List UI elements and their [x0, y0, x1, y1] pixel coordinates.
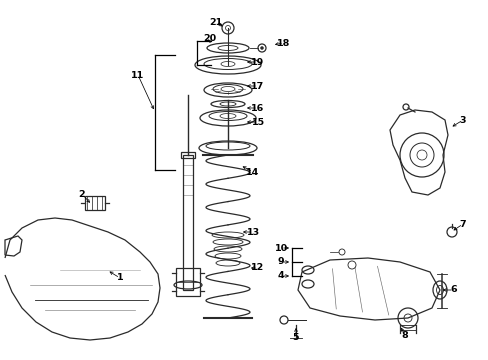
Text: 12: 12	[251, 264, 264, 273]
Text: 19: 19	[251, 58, 264, 67]
Text: 21: 21	[209, 18, 222, 27]
Text: 16: 16	[251, 104, 264, 113]
Text: 2: 2	[79, 189, 85, 198]
Text: 6: 6	[450, 285, 456, 294]
Text: 18: 18	[277, 39, 290, 48]
Bar	[181, 152, 195, 158]
Text: 3: 3	[459, 116, 465, 125]
Text: 17: 17	[251, 81, 264, 90]
Bar	[183, 155, 193, 290]
Text: 13: 13	[246, 228, 259, 237]
Text: 4: 4	[277, 271, 284, 280]
Text: 5: 5	[292, 333, 299, 342]
Text: 10: 10	[274, 243, 287, 252]
Text: 14: 14	[246, 167, 259, 176]
Bar	[176, 268, 200, 296]
Text: 8: 8	[401, 332, 407, 341]
Text: 11: 11	[131, 71, 144, 80]
Text: 15: 15	[251, 117, 264, 126]
Text: 7: 7	[459, 220, 466, 229]
Text: 20: 20	[203, 33, 216, 42]
Circle shape	[260, 46, 263, 50]
Text: 1: 1	[117, 274, 123, 283]
Text: 9: 9	[277, 257, 284, 266]
Bar	[85, 196, 105, 210]
